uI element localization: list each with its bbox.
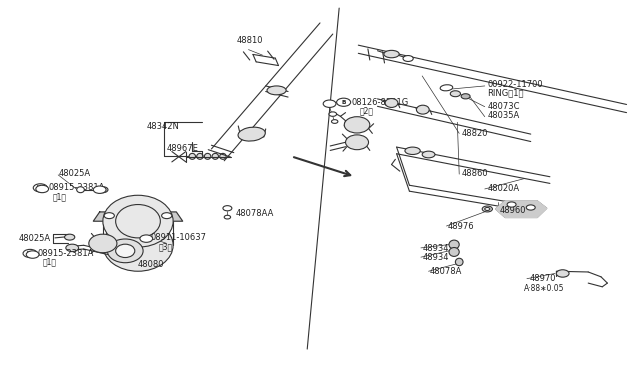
Ellipse shape: [344, 117, 370, 133]
Text: 48934: 48934: [422, 253, 449, 262]
Ellipse shape: [384, 50, 399, 58]
Ellipse shape: [461, 94, 470, 99]
Text: N: N: [140, 236, 145, 241]
Ellipse shape: [332, 120, 338, 124]
Text: 48342N: 48342N: [147, 122, 180, 131]
Text: 48934: 48934: [422, 244, 449, 253]
Ellipse shape: [403, 55, 413, 61]
Ellipse shape: [103, 219, 173, 271]
Polygon shape: [93, 212, 182, 221]
Ellipse shape: [484, 208, 490, 211]
Text: 48025A: 48025A: [19, 234, 51, 243]
Ellipse shape: [189, 153, 195, 159]
Text: 08126-8301G: 08126-8301G: [352, 98, 409, 107]
Text: 48073C: 48073C: [487, 102, 520, 111]
Text: 。3。: 。3。: [159, 242, 173, 251]
Ellipse shape: [220, 153, 226, 159]
Text: 、1。: 、1。: [53, 192, 67, 201]
Text: A·88∗0.05: A·88∗0.05: [524, 284, 565, 293]
Ellipse shape: [162, 213, 172, 219]
Text: B: B: [342, 100, 346, 105]
Ellipse shape: [108, 239, 143, 263]
Ellipse shape: [224, 215, 230, 219]
Ellipse shape: [65, 234, 75, 240]
Text: 48020A: 48020A: [487, 185, 520, 193]
Text: 08915-2381A: 08915-2381A: [49, 183, 105, 192]
Text: 48078AA: 48078AA: [236, 209, 274, 218]
Ellipse shape: [329, 112, 337, 116]
Text: 48080: 48080: [138, 260, 164, 269]
Ellipse shape: [66, 244, 79, 251]
Text: 08915-2381A: 08915-2381A: [38, 249, 94, 258]
Text: W: W: [27, 251, 33, 256]
Ellipse shape: [223, 206, 232, 211]
Text: W: W: [29, 252, 36, 257]
Ellipse shape: [346, 135, 369, 150]
Ellipse shape: [526, 205, 535, 210]
Text: W: W: [37, 185, 44, 190]
Text: 48820: 48820: [462, 129, 488, 138]
Ellipse shape: [36, 185, 49, 193]
Text: N: N: [143, 236, 149, 241]
Text: 48960: 48960: [500, 206, 527, 215]
Ellipse shape: [103, 195, 173, 247]
Ellipse shape: [204, 153, 211, 159]
Ellipse shape: [482, 206, 492, 212]
Ellipse shape: [196, 153, 203, 159]
Text: 00922-11700: 00922-11700: [487, 80, 543, 89]
Ellipse shape: [417, 105, 429, 114]
Text: 、1。: 、1。: [42, 258, 56, 267]
Ellipse shape: [33, 184, 47, 192]
Text: 48078A: 48078A: [430, 267, 462, 276]
Ellipse shape: [449, 247, 460, 256]
Ellipse shape: [556, 270, 569, 277]
Ellipse shape: [507, 202, 516, 207]
Text: RING（1）: RING（1）: [487, 88, 524, 97]
Ellipse shape: [323, 100, 336, 108]
Text: 48035A: 48035A: [487, 111, 520, 120]
Ellipse shape: [116, 244, 135, 257]
Ellipse shape: [26, 251, 39, 258]
Text: 48976: 48976: [448, 221, 474, 231]
Ellipse shape: [451, 91, 461, 97]
Ellipse shape: [77, 187, 84, 193]
Ellipse shape: [136, 235, 150, 243]
Ellipse shape: [98, 187, 108, 193]
Text: （2）: （2）: [360, 106, 374, 115]
Ellipse shape: [422, 151, 435, 158]
Text: 48967E: 48967E: [167, 144, 198, 153]
Ellipse shape: [405, 147, 420, 154]
Text: B: B: [327, 101, 332, 106]
Text: 48025A: 48025A: [58, 169, 90, 178]
Ellipse shape: [456, 258, 463, 266]
Ellipse shape: [89, 234, 117, 253]
Text: 08911-10637: 08911-10637: [151, 233, 207, 243]
Ellipse shape: [238, 127, 266, 141]
Ellipse shape: [104, 213, 115, 219]
Polygon shape: [495, 201, 547, 218]
Ellipse shape: [23, 249, 37, 257]
Text: 48860: 48860: [462, 169, 488, 178]
Text: W: W: [39, 186, 45, 192]
Ellipse shape: [449, 240, 460, 249]
Ellipse shape: [93, 186, 106, 193]
Ellipse shape: [267, 86, 286, 95]
Text: 48810: 48810: [237, 36, 263, 45]
Ellipse shape: [385, 99, 398, 108]
Ellipse shape: [337, 98, 351, 106]
Ellipse shape: [140, 235, 153, 242]
Ellipse shape: [212, 153, 218, 159]
Text: 48970: 48970: [529, 274, 556, 283]
